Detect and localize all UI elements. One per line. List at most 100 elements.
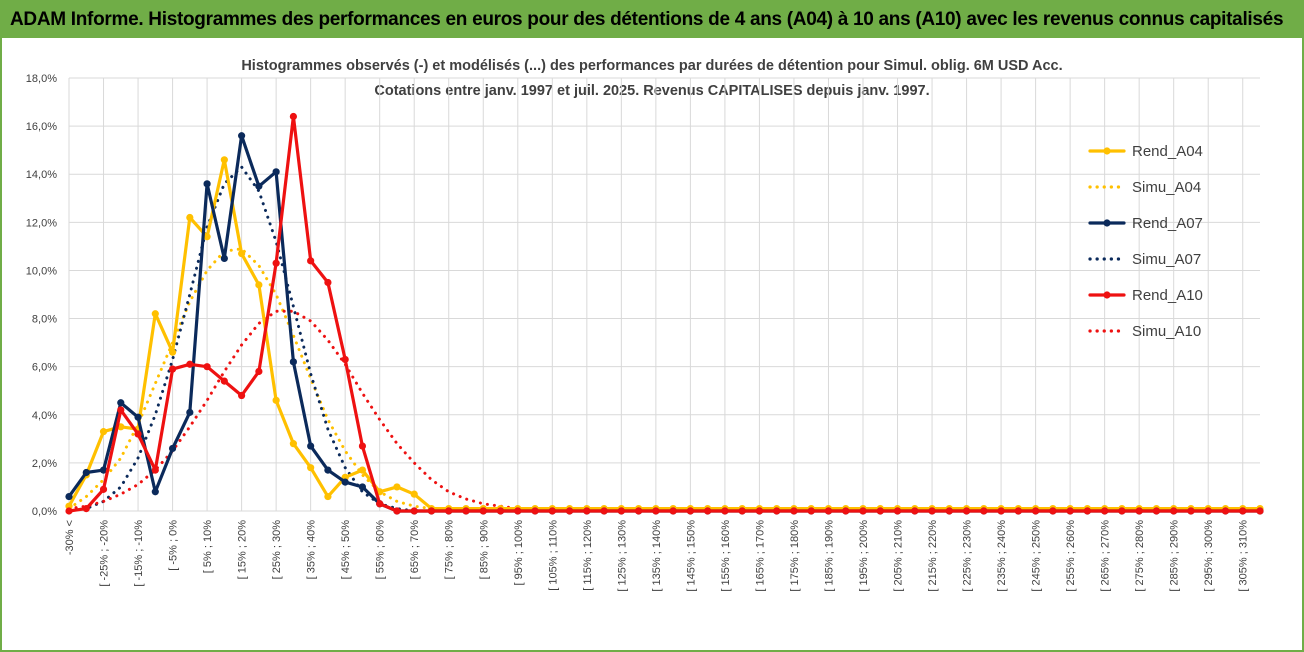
data-point (220, 377, 228, 385)
histogram-chart: Histogrammes observés (-) et modélisés (… (26, 58, 1264, 592)
data-point (997, 507, 1005, 515)
x-tick-label: [ 45% ; 50% (340, 520, 352, 580)
x-tick-label: [ 55% ; 60% (375, 520, 387, 580)
data-point (1170, 507, 1178, 515)
data-point (635, 507, 643, 515)
data-point (203, 180, 211, 188)
legend: Rend_A04 Simu_A04 Rend_A07 Simu_A07 Rend_A10… (1088, 143, 1203, 340)
series-Rend_A10 (65, 112, 1264, 515)
data-point (289, 112, 297, 121)
data-point (1049, 507, 1057, 515)
x-tick-label: [ 115% ; 120% (582, 520, 594, 591)
legend-item: Rend_A04 (1088, 143, 1203, 160)
x-tick-label: [ 235% ; 240% (996, 520, 1008, 592)
data-point (1204, 507, 1212, 515)
x-tick-label: [ 165% ; 170% (754, 520, 766, 592)
data-point (945, 507, 953, 515)
series-Rend_A04 (65, 156, 1264, 513)
data-point (220, 254, 228, 263)
x-tick-label: [ 65% ; 70% (409, 520, 421, 580)
data-point (617, 507, 625, 515)
data-point (307, 464, 315, 472)
data-point (324, 278, 332, 287)
x-tick-label: [ 135% ; 140% (651, 520, 663, 592)
x-tick-label: [ 215% ; 220% (927, 520, 939, 592)
data-point (807, 507, 815, 515)
x-tick-label: [ 85% ; 90% (478, 520, 490, 580)
data-point (238, 391, 246, 400)
data-point (151, 310, 159, 318)
y-tick-label: 16,0% (26, 121, 57, 133)
data-point (99, 466, 108, 474)
data-point (393, 507, 401, 515)
legend-label: Rend_A10 (1132, 287, 1203, 304)
data-point (1135, 507, 1143, 515)
series-line-Rend_A04 (67, 158, 1262, 511)
data-point (99, 428, 108, 436)
data-point (238, 250, 246, 258)
data-point (1152, 507, 1161, 515)
x-tick-label: [ -15% ; -10% (133, 520, 145, 587)
data-point (168, 444, 177, 453)
x-tick-label: [ 205% ; 210% (893, 520, 905, 592)
data-point (393, 483, 401, 491)
legend-label: Rend_A04 (1132, 143, 1203, 160)
data-point (410, 507, 418, 515)
data-point (289, 358, 297, 366)
legend-label: Simu_A07 (1132, 251, 1201, 268)
data-point (151, 466, 159, 474)
data-point (479, 507, 487, 515)
data-point (168, 348, 177, 356)
data-point (272, 259, 280, 267)
data-point (376, 500, 384, 508)
data-point (1101, 507, 1109, 515)
data-point (255, 281, 263, 289)
grid-lines (68, 77, 1260, 512)
series-line-Rend_A10 (67, 114, 1262, 513)
data-point (151, 488, 159, 496)
legend-item: Rend_A07 (1088, 215, 1203, 232)
data-point (203, 233, 211, 241)
y-tick-label: 10,0% (26, 265, 57, 277)
data-point (824, 507, 833, 515)
data-point (410, 490, 418, 498)
data-point (324, 492, 332, 501)
y-tick-label: 2,0% (32, 458, 57, 470)
data-point (790, 507, 798, 515)
data-point (583, 507, 591, 515)
data-point (255, 182, 263, 190)
data-point (307, 442, 315, 450)
chart-title-line2: Cotations entre janv. 1997 et juil. 2025… (374, 83, 929, 99)
series-Simu_A07 (67, 165, 1262, 513)
data-point (358, 466, 367, 474)
x-tick-label: [ -5% ; 0% (168, 520, 180, 571)
data-point (341, 478, 349, 486)
data-point (773, 507, 781, 515)
data-point (427, 507, 436, 515)
data-point (1066, 507, 1074, 515)
series-line-Simu_A04 (67, 247, 1262, 511)
data-point (514, 507, 522, 515)
data-point (928, 507, 936, 515)
data-point (99, 485, 108, 493)
data-point (911, 507, 919, 515)
data-point (1187, 507, 1195, 515)
x-tick-label: [ 225% ; 230% (962, 520, 974, 592)
x-tick-label: [ 295% ; 300% (1203, 520, 1215, 592)
data-point (65, 492, 73, 501)
data-point (358, 483, 367, 491)
data-point (1256, 507, 1264, 515)
data-point (238, 132, 246, 140)
data-point (704, 507, 712, 515)
data-point (652, 507, 660, 515)
data-point (1239, 507, 1247, 515)
data-point (842, 507, 850, 515)
data-point (686, 507, 694, 515)
y-tick-label: 0,0% (32, 506, 57, 518)
x-tick-label: [ 185% ; 190% (823, 520, 835, 592)
x-tick-label: [ 245% ; 250% (1031, 520, 1043, 592)
series-Rend_A07 (65, 132, 1264, 515)
x-tick-label: [ 35% ; 40% (306, 520, 318, 580)
x-tick-label: [ 175% ; 180% (789, 520, 801, 592)
y-tick-label: 4,0% (32, 410, 57, 422)
